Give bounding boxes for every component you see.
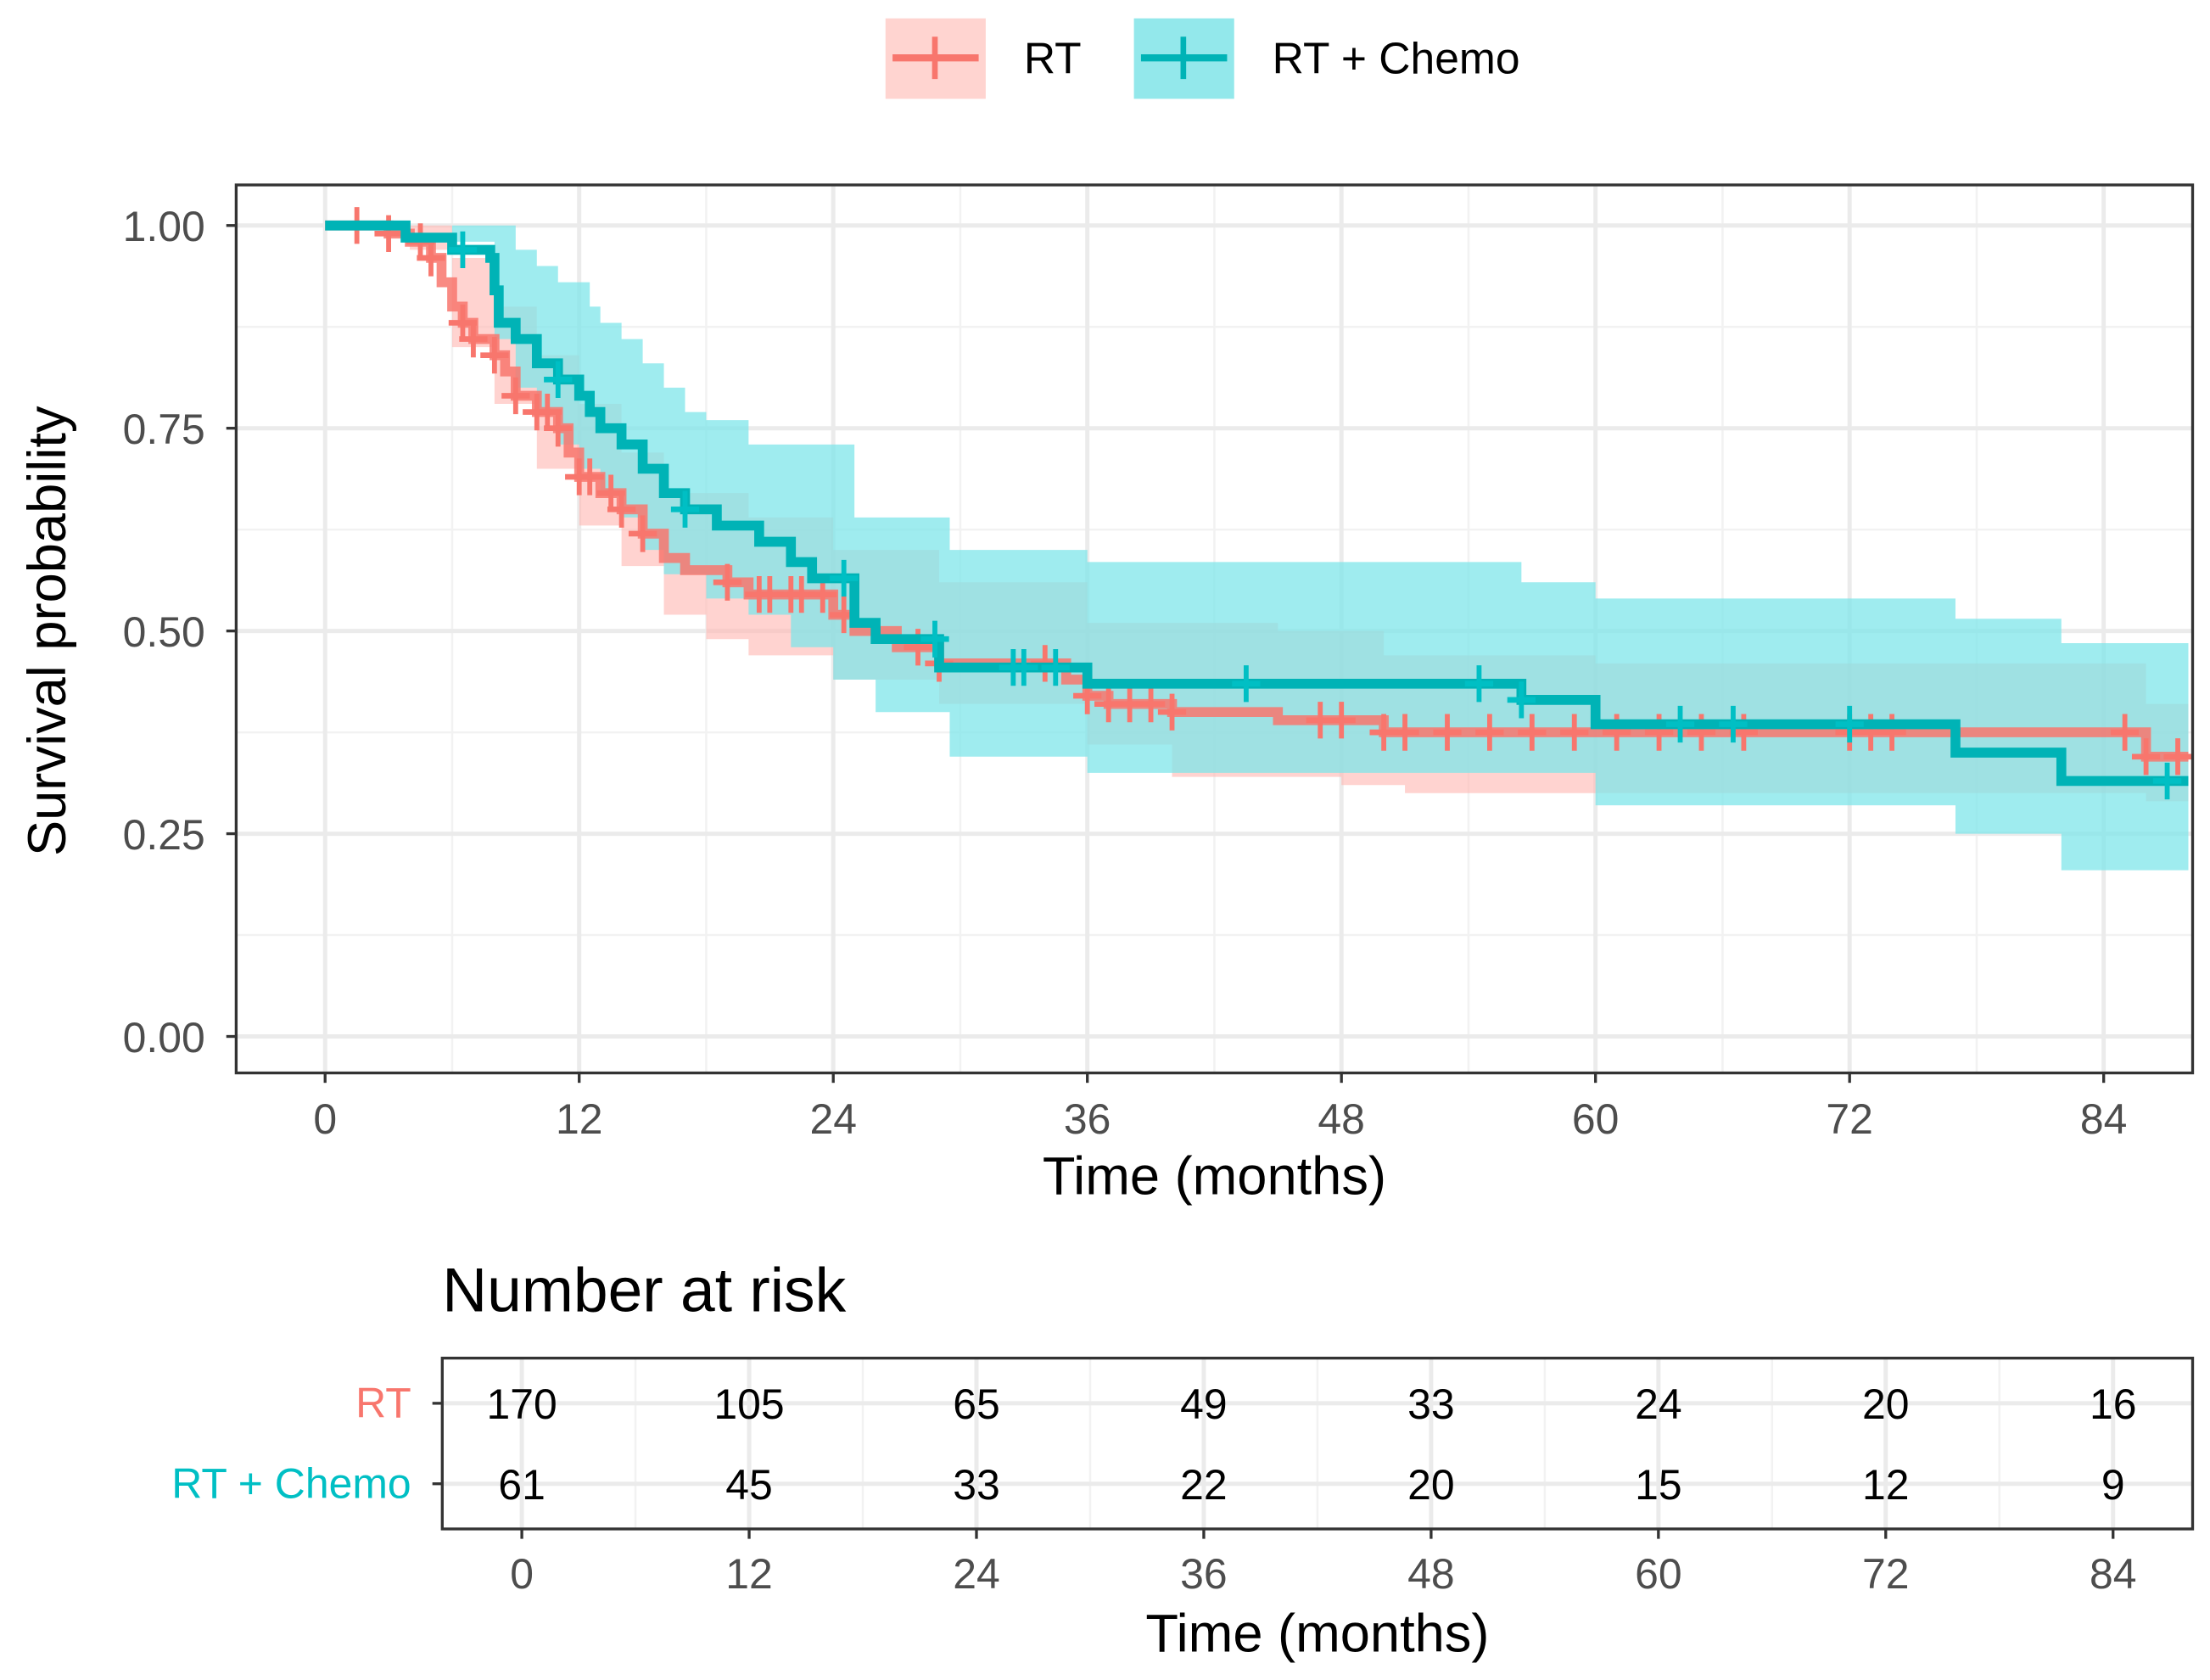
risk-count: 20 (1407, 1461, 1455, 1509)
risk-count: 170 (486, 1380, 557, 1428)
censor-mark (607, 490, 636, 528)
legend-label-rt: RT (1024, 34, 1082, 83)
y-tick-label: 0.00 (123, 1014, 205, 1061)
censor-mark (2111, 714, 2140, 751)
censor-mark (1560, 714, 1589, 751)
risk-count: 61 (498, 1461, 546, 1509)
censor-mark (1518, 714, 1547, 751)
risk-table: RT 170 105 65 49 33 24 20 16 RT + Chemo 61 45 33 22 20… (171, 1356, 2195, 1598)
risk-x-tick-label: 0 (510, 1550, 534, 1598)
risk-count: 16 (2090, 1380, 2137, 1428)
risk-table-title: Number at risk (442, 1256, 846, 1325)
censor-mark (1232, 665, 1261, 703)
x-axis-title: Time (months) (1043, 1147, 1386, 1207)
risk-x-tick-label: 48 (1407, 1550, 1455, 1598)
confidence-band-rt-chemo (325, 225, 2189, 871)
y-tick-label: 0.25 (123, 811, 205, 859)
risk-panel-border (440, 1356, 2195, 1531)
risk-count: 15 (1635, 1461, 1682, 1509)
y-tick-label: 0.75 (123, 406, 205, 453)
censor-mark (713, 563, 742, 601)
censor-mark (1464, 665, 1494, 703)
censor-mark (2131, 738, 2161, 776)
censor-mark (448, 231, 478, 269)
censor-mark (1475, 714, 1504, 751)
x-tick-label: 36 (1064, 1095, 1111, 1143)
censor-mark (920, 620, 949, 658)
plot-panel: 0 12 24 36 48 60 72 84 0.00 0.25 0.50 0.75 1.00 (123, 183, 2195, 1143)
risk-count: 49 (1180, 1380, 1228, 1428)
x-tick-label: 72 (1826, 1095, 1873, 1143)
y-axis-title: Survival probability (18, 406, 77, 856)
censor-mark (459, 320, 488, 358)
risk-count: 105 (713, 1380, 784, 1428)
censor-mark (1835, 705, 1864, 743)
x-tick-label: 48 (1318, 1095, 1365, 1143)
risk-count: 33 (953, 1461, 1000, 1509)
censor-mark (1157, 693, 1187, 731)
panel-border (234, 183, 2195, 1075)
censor-mark (830, 559, 859, 597)
x-tick-label: 12 (556, 1095, 603, 1143)
risk-x-tick-label: 72 (1862, 1550, 1910, 1598)
risk-x-tick-label: 36 (1180, 1550, 1228, 1598)
censor-mark (628, 515, 657, 552)
censor-mark (1507, 681, 1536, 719)
series-layer (325, 207, 2192, 871)
censor-mark (1719, 705, 1748, 743)
censor-mark (670, 490, 700, 528)
censor-mark (1041, 649, 1070, 686)
risk-count: 45 (725, 1461, 773, 1509)
censor-mark (1136, 686, 1166, 723)
censor-mark (1665, 705, 1695, 743)
risk-row-label: RT (355, 1380, 411, 1427)
y-tick-label: 1.00 (123, 203, 205, 250)
survival-curve-rt-chemo (325, 220, 2189, 787)
x-tick-label: 60 (1572, 1095, 1620, 1143)
censor-mark (417, 239, 445, 277)
x-tick-label: 84 (2080, 1095, 2128, 1143)
censor-mark (2163, 738, 2192, 776)
risk-count: 65 (953, 1380, 1000, 1428)
risk-x-tick-label: 12 (725, 1550, 773, 1598)
y-tick-label: 0.50 (123, 608, 205, 656)
censor-mark (544, 361, 573, 398)
censor-mark (1433, 714, 1462, 751)
censor-mark (1327, 702, 1356, 739)
risk-count: 22 (1180, 1461, 1228, 1509)
censor-mark (575, 458, 604, 496)
censor-mark (501, 377, 530, 415)
censor-mark (2152, 762, 2182, 800)
censor-mark (1390, 714, 1419, 751)
censor-mark (544, 410, 573, 447)
censor-mark (1010, 649, 1038, 686)
risk-count: 20 (1862, 1380, 1910, 1428)
risk-x-tick-label: 60 (1635, 1550, 1682, 1598)
risk-count: 33 (1407, 1380, 1455, 1428)
legend-label-chemo: RT + Chemo (1273, 34, 1520, 83)
risk-count: 24 (1635, 1380, 1682, 1428)
censor-mark (480, 337, 509, 374)
risk-x-tick-label: 24 (953, 1550, 1000, 1598)
x-tick-label: 0 (313, 1095, 337, 1143)
risk-count: 9 (2101, 1461, 2125, 1509)
risk-row-label: RT + Chemo (171, 1459, 411, 1507)
legend: RT RT + Chemo (885, 18, 1520, 99)
risk-count: 12 (1862, 1461, 1910, 1509)
risk-x-tick-label: 84 (2090, 1550, 2137, 1598)
risk-x-axis-title: Time (months) (1145, 1604, 1489, 1664)
x-tick-label: 24 (809, 1095, 857, 1143)
